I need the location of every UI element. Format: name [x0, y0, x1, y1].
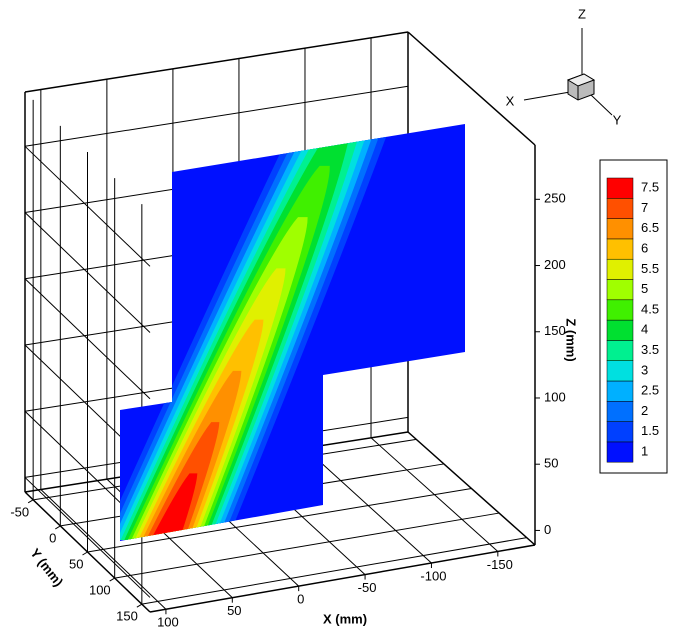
legend-swatch [606, 421, 634, 443]
legend-label: 7.5 [641, 180, 659, 195]
y-tick [136, 603, 143, 608]
legend-label: 4 [641, 322, 648, 337]
legend-label: 6.5 [641, 220, 659, 235]
contour-band [145, 422, 220, 540]
legend-label: 6 [641, 240, 648, 255]
legend-swatch [606, 218, 634, 240]
y-tick [82, 551, 88, 556]
box-edge [149, 544, 536, 613]
y-tick [27, 499, 34, 504]
legend-swatch [606, 279, 634, 301]
grid-line [114, 512, 500, 579]
legend-swatch [606, 319, 634, 341]
y-tick [109, 577, 115, 582]
legend-label: 2.5 [641, 383, 659, 398]
legend-label: 1.5 [641, 423, 659, 438]
z-tick-label: 100 [544, 389, 566, 404]
z-axis-title: Z (mm) [564, 318, 579, 361]
grid-line [24, 477, 151, 598]
legend-swatch [606, 177, 634, 199]
y-tick [55, 525, 61, 530]
legend: 1 1.5 2 2.5 3 3.5 4 4.5 5 5.5 6 6.5 7 7.5 [599, 159, 668, 474]
legend-swatch [606, 238, 634, 260]
legend-label: 5.5 [641, 261, 659, 276]
legend-swatch [606, 380, 634, 402]
x-tick-label: -50 [358, 580, 377, 595]
grid-line [87, 488, 472, 553]
x-tick-label: 0 [297, 592, 304, 607]
legend-swatch [606, 258, 634, 280]
y-tick-label: 150 [116, 609, 138, 624]
legend-swatch [606, 198, 634, 219]
contour-band [150, 473, 198, 540]
legend-label: 5 [641, 281, 648, 296]
triad-line [523, 91, 571, 101]
y-tick-label: 0 [49, 530, 56, 545]
legend-label: 3 [641, 362, 648, 377]
box-edge [407, 31, 536, 146]
triad-label: Y [613, 112, 622, 127]
legend-swatch [606, 441, 634, 463]
box-edge [24, 31, 409, 93]
triad-label: X [506, 93, 515, 108]
box-edge [407, 431, 536, 546]
triad-label: Z [578, 6, 586, 21]
grid-line [141, 537, 527, 605]
x-tick-label: -100 [420, 568, 446, 583]
grid-line [24, 85, 409, 147]
legend-label: 2 [641, 403, 648, 418]
labels: 100 50 0 -50 -100 -150 -50 0 50 100 150 0 50 100 150 20… [10, 191, 565, 630]
grid-line [24, 212, 151, 333]
x-tick-label: 100 [157, 615, 179, 630]
z-tick-label: 250 [544, 191, 566, 206]
legend-label: 1 [641, 443, 648, 458]
legend-label: 7 [641, 200, 648, 215]
z-tick-label: 0 [544, 522, 551, 537]
z-tick-label: 200 [544, 257, 566, 272]
y-tick-label: -50 [10, 504, 29, 519]
legend-swatch [606, 401, 634, 422]
axis-triad: Z X Y [506, 6, 622, 127]
x-tick-label: -150 [487, 557, 513, 572]
x-axis-title: X (mm) [323, 611, 367, 626]
triad-cube [566, 73, 596, 87]
grid-line [24, 278, 151, 400]
y-axis-title: Y (mm) [27, 545, 66, 589]
grid-line [24, 145, 151, 267]
y-tick-label: 50 [69, 556, 83, 571]
legend-swatch [606, 299, 634, 321]
z-tick-label: 150 [544, 323, 566, 338]
triad-line [589, 93, 613, 116]
legend-label: 4.5 [641, 301, 659, 316]
contour-plane [120, 124, 465, 541]
legend-swatch [606, 340, 634, 361]
x-tick-label: 50 [227, 603, 241, 618]
legend-swatch [606, 360, 634, 382]
y-tick-label: 100 [89, 583, 111, 598]
z-tick-label: 50 [544, 456, 558, 471]
legend-label: 3.5 [641, 342, 659, 357]
